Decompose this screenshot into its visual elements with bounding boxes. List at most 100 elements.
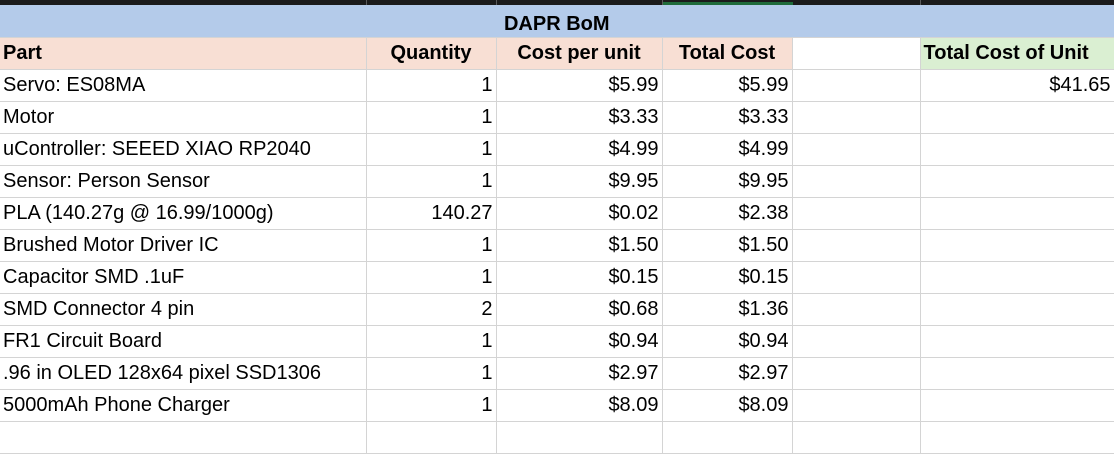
table-row: Capacitor SMD .1uF 1 $0.15 $0.15 xyxy=(0,261,1114,294)
column-divider xyxy=(662,0,663,5)
empty-cell[interactable] xyxy=(920,229,1114,262)
empty-cell[interactable] xyxy=(0,421,367,454)
part-cell[interactable]: uController: SEEED XIAO RP2040 xyxy=(0,133,367,166)
quantity-cell[interactable]: 1 xyxy=(366,69,497,102)
empty-cell[interactable] xyxy=(920,357,1114,390)
part-cell[interactable]: 5000mAh Phone Charger xyxy=(0,389,367,422)
part-cell[interactable]: Sensor: Person Sensor xyxy=(0,165,367,198)
table-row: Servo: ES08MA 1 $5.99 $5.99 $41.65 xyxy=(0,69,1114,102)
empty-cell[interactable] xyxy=(792,261,921,294)
empty-cell[interactable] xyxy=(920,261,1114,294)
empty-cell[interactable] xyxy=(920,325,1114,358)
part-cell[interactable]: Capacitor SMD .1uF xyxy=(0,261,367,294)
empty-cell[interactable] xyxy=(792,197,921,230)
table-row: SMD Connector 4 pin 2 $0.68 $1.36 xyxy=(0,293,1114,326)
column-divider xyxy=(366,0,367,5)
header-quantity[interactable]: Quantity xyxy=(366,37,497,70)
quantity-cell[interactable]: 1 xyxy=(366,261,497,294)
total-cost-cell[interactable]: $2.38 xyxy=(662,197,793,230)
empty-cell[interactable] xyxy=(920,133,1114,166)
table-row: 5000mAh Phone Charger 1 $8.09 $8.09 xyxy=(0,389,1114,422)
header-cost-per-unit[interactable]: Cost per unit xyxy=(496,37,663,70)
cost-per-unit-cell[interactable]: $0.02 xyxy=(496,197,663,230)
empty-cell[interactable] xyxy=(496,421,663,454)
quantity-cell[interactable]: 1 xyxy=(366,325,497,358)
quantity-cell[interactable]: 1 xyxy=(366,229,497,262)
quantity-cell[interactable]: 2 xyxy=(366,293,497,326)
total-cost-cell[interactable]: $9.95 xyxy=(662,165,793,198)
part-cell[interactable]: Motor xyxy=(0,101,367,134)
column-divider xyxy=(496,0,497,5)
table-row: .96 in OLED 128x64 pixel SSD1306 1 $2.97 $2… xyxy=(0,357,1114,390)
cost-per-unit-cell[interactable]: $0.68 xyxy=(496,293,663,326)
total-cost-of-unit-value[interactable]: $41.65 xyxy=(920,69,1114,102)
cost-per-unit-cell[interactable]: $1.50 xyxy=(496,229,663,262)
quantity-cell[interactable]: 140.27 xyxy=(366,197,497,230)
empty-cell[interactable] xyxy=(792,325,921,358)
table-row: PLA (140.27g @ 16.99/1000g) 140.27 $0.02 $2… xyxy=(0,197,1114,230)
spreadsheet-grid: DAPR BoM Part Quantity Cost per unit Tot… xyxy=(0,5,1114,454)
header-total-cost-of-unit[interactable]: Total Cost of Unit xyxy=(920,37,1114,70)
table-row: Sensor: Person Sensor 1 $9.95 $9.95 xyxy=(0,165,1114,198)
quantity-cell[interactable]: 1 xyxy=(366,101,497,134)
empty-cell[interactable] xyxy=(792,357,921,390)
empty-cell[interactable] xyxy=(920,421,1114,454)
cost-per-unit-cell[interactable]: $0.94 xyxy=(496,325,663,358)
empty-cell[interactable] xyxy=(920,293,1114,326)
empty-cell[interactable] xyxy=(792,37,921,70)
empty-cell[interactable] xyxy=(662,421,793,454)
sheet-title: DAPR BoM xyxy=(503,13,610,35)
empty-cell[interactable] xyxy=(792,133,921,166)
total-cost-cell[interactable]: $4.99 xyxy=(662,133,793,166)
part-cell[interactable]: Brushed Motor Driver IC xyxy=(0,229,367,262)
cost-per-unit-cell[interactable]: $9.95 xyxy=(496,165,663,198)
table-row: FR1 Circuit Board 1 $0.94 $0.94 xyxy=(0,325,1114,358)
empty-cell[interactable] xyxy=(792,69,921,102)
selected-column-indicator xyxy=(663,2,793,5)
part-cell[interactable]: PLA (140.27g @ 16.99/1000g) xyxy=(0,197,367,230)
quantity-cell[interactable]: 1 xyxy=(366,389,497,422)
part-cell[interactable]: Servo: ES08MA xyxy=(0,69,367,102)
cost-per-unit-cell[interactable]: $4.99 xyxy=(496,133,663,166)
cost-per-unit-cell[interactable]: $3.33 xyxy=(496,101,663,134)
header-part[interactable]: Part xyxy=(0,37,367,70)
table-row: Brushed Motor Driver IC 1 $1.50 $1.50 xyxy=(0,229,1114,262)
part-cell[interactable]: .96 in OLED 128x64 pixel SSD1306 xyxy=(0,357,367,390)
column-divider xyxy=(920,0,921,5)
empty-cell[interactable] xyxy=(792,101,921,134)
cost-per-unit-cell[interactable]: $2.97 xyxy=(496,357,663,390)
empty-cell[interactable] xyxy=(792,165,921,198)
quantity-cell[interactable]: 1 xyxy=(366,165,497,198)
cost-per-unit-cell[interactable]: $5.99 xyxy=(496,69,663,102)
empty-cell[interactable] xyxy=(792,421,921,454)
total-cost-cell[interactable]: $5.99 xyxy=(662,69,793,102)
total-cost-cell[interactable]: $0.15 xyxy=(662,261,793,294)
title-cell[interactable]: DAPR BoM xyxy=(0,5,1114,38)
empty-cell[interactable] xyxy=(792,229,921,262)
title-row: DAPR BoM xyxy=(0,5,1114,38)
quantity-cell[interactable]: 1 xyxy=(366,133,497,166)
table-row xyxy=(0,421,1114,454)
empty-cell[interactable] xyxy=(792,293,921,326)
part-cell[interactable]: SMD Connector 4 pin xyxy=(0,293,367,326)
cost-per-unit-cell[interactable]: $0.15 xyxy=(496,261,663,294)
empty-cell[interactable] xyxy=(366,421,497,454)
column-header-strip xyxy=(0,0,1114,5)
header-total-cost[interactable]: Total Cost xyxy=(662,37,793,70)
total-cost-cell[interactable]: $3.33 xyxy=(662,101,793,134)
empty-cell[interactable] xyxy=(920,165,1114,198)
empty-cell[interactable] xyxy=(792,389,921,422)
table-row: Motor 1 $3.33 $3.33 xyxy=(0,101,1114,134)
table-row: uController: SEEED XIAO RP2040 1 $4.99 $4.9… xyxy=(0,133,1114,166)
total-cost-cell[interactable]: $0.94 xyxy=(662,325,793,358)
empty-cell[interactable] xyxy=(920,389,1114,422)
empty-cell[interactable] xyxy=(920,197,1114,230)
total-cost-cell[interactable]: $2.97 xyxy=(662,357,793,390)
total-cost-cell[interactable]: $1.50 xyxy=(662,229,793,262)
cost-per-unit-cell[interactable]: $8.09 xyxy=(496,389,663,422)
empty-cell[interactable] xyxy=(920,101,1114,134)
total-cost-cell[interactable]: $1.36 xyxy=(662,293,793,326)
part-cell[interactable]: FR1 Circuit Board xyxy=(0,325,367,358)
quantity-cell[interactable]: 1 xyxy=(366,357,497,390)
total-cost-cell[interactable]: $8.09 xyxy=(662,389,793,422)
